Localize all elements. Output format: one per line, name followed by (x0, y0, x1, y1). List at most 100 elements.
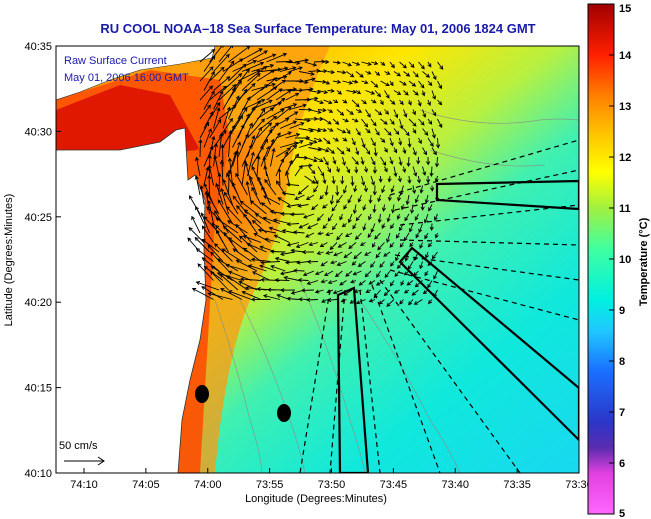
current-vector (218, 132, 224, 158)
current-vector (308, 166, 316, 175)
current-vector (203, 128, 212, 148)
current-vector (203, 182, 214, 205)
current-vector (329, 242, 338, 251)
current-vector (429, 166, 434, 178)
current-vector (342, 80, 353, 85)
current-vector (389, 118, 395, 126)
current-vector (389, 137, 394, 147)
current-vector (384, 128, 392, 136)
current-vector (386, 299, 395, 307)
current-vector (355, 299, 366, 305)
current-vector (302, 270, 315, 277)
current-vector (428, 204, 433, 212)
current-vector (323, 137, 331, 145)
current-vector (370, 99, 377, 104)
current-vector (270, 264, 286, 272)
current-vector (228, 63, 247, 82)
current-vector (342, 61, 352, 67)
current-vector (241, 98, 266, 110)
current-vector (232, 107, 248, 129)
current-vector (407, 261, 414, 270)
current-vector (361, 99, 367, 105)
current-vector (346, 89, 357, 94)
current-vector (406, 280, 414, 286)
current-vector (195, 205, 205, 224)
colorbar-tick-label: 13 (619, 101, 631, 113)
current-vector (327, 88, 335, 93)
current-vector (396, 261, 404, 269)
current-vector (378, 175, 383, 183)
current-vector (224, 191, 239, 215)
current-vector (284, 260, 300, 265)
current-vector (419, 242, 424, 249)
current-vector (327, 166, 331, 173)
current-vector (368, 280, 376, 285)
current-vector (203, 90, 215, 110)
current-vector (434, 232, 439, 239)
current-vector (402, 166, 407, 174)
current-vector (314, 289, 324, 294)
current-vector (423, 213, 429, 224)
current-vector (433, 289, 438, 298)
current-vector (412, 185, 417, 195)
current-vector (251, 271, 271, 281)
current-vector (304, 137, 318, 144)
current-vector (235, 223, 252, 243)
current-vector (257, 176, 267, 196)
current-vector (256, 122, 273, 139)
current-vector (256, 107, 275, 120)
current-vector (228, 80, 242, 101)
current-vector (305, 297, 319, 302)
current-vector (408, 299, 414, 306)
current-vector (322, 204, 328, 209)
current-vector (266, 122, 279, 139)
current-vector (424, 232, 429, 240)
current-vector (390, 223, 395, 229)
current-vector (353, 289, 362, 294)
current-vector (395, 251, 400, 262)
current-vector (317, 89, 329, 95)
current-vector (244, 162, 252, 186)
x-axis-ticks: 74:10 74:05 74:00 73:55 73:50 73:45 73:40 73:35… (70, 468, 593, 491)
current-vector (422, 71, 431, 78)
current-vector (194, 236, 210, 253)
current-vector (408, 61, 415, 68)
current-vector (243, 209, 262, 224)
current-vector (351, 137, 356, 146)
current-vector (209, 46, 224, 63)
current-vector (298, 223, 309, 229)
current-vector (289, 103, 307, 110)
land-west (56, 127, 207, 473)
current-vector (331, 175, 336, 185)
current-vector (342, 185, 347, 194)
current-vector (339, 213, 344, 221)
current-vector (434, 213, 438, 221)
current-vector (317, 128, 328, 133)
current-vector (235, 149, 240, 177)
current-vector (418, 137, 422, 145)
current-vector (304, 175, 316, 184)
current-vector (301, 250, 315, 255)
current-vector (381, 185, 386, 194)
current-vector (357, 261, 366, 267)
current-vector (275, 71, 292, 82)
current-vector (396, 194, 402, 202)
current-vector (384, 90, 390, 99)
current-vector (219, 273, 239, 291)
current-vector (424, 270, 429, 277)
current-vector (332, 223, 338, 231)
current-vector (383, 251, 391, 257)
current-vector (391, 204, 396, 214)
current-vector (256, 86, 278, 101)
current-vector (332, 118, 340, 125)
current-vector (376, 270, 381, 278)
current-vector (308, 242, 319, 247)
current-vector (317, 166, 325, 177)
current-vector (434, 156, 440, 168)
colorbar-tick-label: 9 (619, 305, 625, 317)
current-vector (298, 87, 314, 92)
current-vector (408, 223, 414, 233)
current-vector (333, 251, 343, 257)
current-vector (227, 169, 232, 196)
current-vector (256, 53, 277, 63)
